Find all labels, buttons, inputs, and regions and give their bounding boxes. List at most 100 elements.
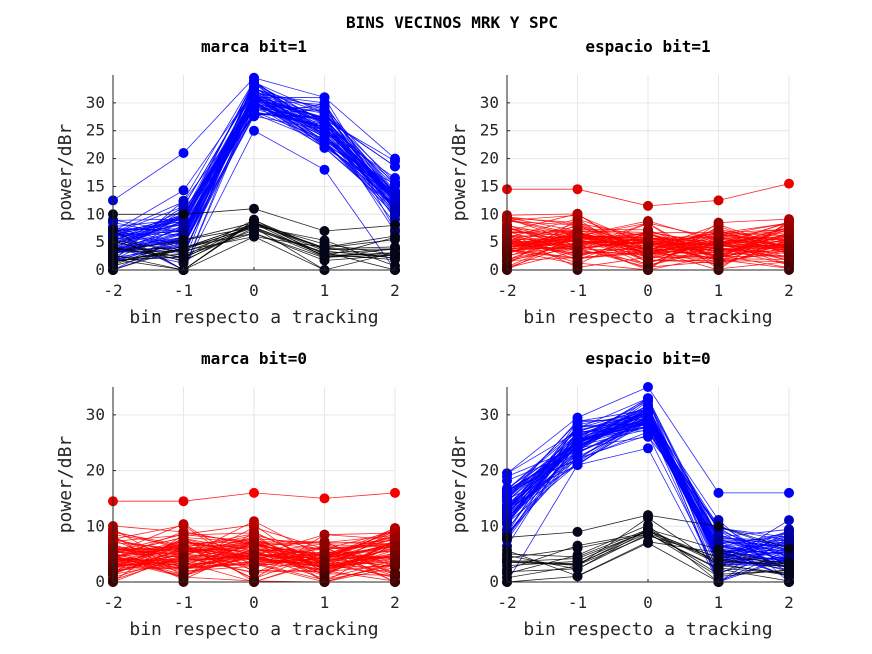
data-point [319,126,330,137]
data-point [643,404,653,415]
data-point [249,125,259,136]
x-axis-label: bin respecto a tracking [523,307,772,328]
data-point [713,261,724,272]
data-point [572,560,583,571]
y-tick-label: 0 [489,572,499,591]
data-point [713,487,724,498]
y-axis-label: power/dBr [55,436,76,534]
y-tick-label: 5 [95,232,105,251]
panel-title: marca bit=1 [201,37,307,56]
y-tick-label: 20 [480,149,499,168]
x-tick-label: -1 [174,281,193,300]
data-point [178,247,189,258]
x-tick-label: 1 [714,593,724,612]
data-point [249,92,259,103]
y-tick-label: 20 [86,149,105,168]
data-point [390,531,400,542]
data-point [178,209,189,220]
y-tick-label: 15 [86,176,105,195]
data-point [713,560,724,571]
data-point [178,519,189,530]
data-point [390,232,400,243]
data-point [319,539,330,550]
y-tick-label: 10 [480,204,499,223]
data-point [178,555,189,565]
data-point [784,178,794,189]
data-point [249,222,259,233]
data-point [178,227,189,238]
data-point [643,536,653,547]
data-point [178,185,189,196]
data-point [643,245,653,256]
data-point [390,176,400,187]
y-tick-label: 15 [480,176,499,195]
data-point [178,540,189,551]
data-point [572,249,583,259]
x-tick-label: 0 [249,593,259,612]
y-tick-label: 30 [480,93,499,112]
data-point [784,564,794,575]
data-point [572,415,583,426]
y-axis-label: power/dBr [449,436,470,534]
data-point [572,226,583,237]
data-point [572,437,583,448]
data-point [643,430,653,441]
x-tick-label: 2 [390,593,400,612]
y-tick-label: 25 [86,121,105,140]
x-axis-label: bin respecto a tracking [129,619,378,640]
data-point [319,137,330,148]
data-point [572,217,583,228]
data-point [643,254,653,265]
data-point [643,396,653,406]
data-point [390,204,400,215]
x-tick-label: 2 [784,593,794,612]
data-point [643,227,653,238]
data-point [643,527,653,538]
data-point [572,571,583,581]
data-point [784,251,794,262]
y-tick-label: 30 [86,405,105,424]
data-point [784,515,794,526]
data-point [572,430,583,441]
x-axis-label: bin respecto a tracking [523,619,772,640]
x-tick-label: 1 [714,281,724,300]
panel-title: marca bit=0 [201,349,307,368]
y-tick-label: 10 [86,516,105,535]
x-tick-label: -1 [568,593,587,612]
data-point [178,216,189,227]
y-tick-label: 20 [480,461,499,480]
data-point [572,184,583,195]
data-point [390,241,400,252]
data-point [784,536,794,546]
y-tick-label: 10 [480,516,499,535]
data-point [178,196,189,207]
y-tick-label: 0 [95,572,105,591]
data-point [784,543,794,554]
data-point [643,512,653,523]
data-point [643,382,653,392]
data-point [390,248,400,259]
x-tick-label: 2 [390,281,400,300]
markers-group [502,178,794,275]
data-point [319,493,330,504]
data-point [249,565,259,576]
data-point [249,516,259,527]
data-point [390,568,400,579]
data-point [713,571,724,582]
data-point [390,487,400,498]
y-tick-label: 30 [86,93,105,112]
data-point [249,487,259,498]
x-tick-label: -1 [568,281,587,300]
x-tick-label: 0 [643,593,653,612]
data-point [249,540,259,551]
x-tick-label: 0 [249,281,259,300]
panel-title: espacio bit=1 [585,37,710,56]
data-point [713,226,724,237]
x-tick-label: -2 [103,593,122,612]
figure-suptitle: BINS VECINOS MRK Y SPC [346,13,558,32]
data-point [713,532,724,543]
data-point [178,496,189,507]
